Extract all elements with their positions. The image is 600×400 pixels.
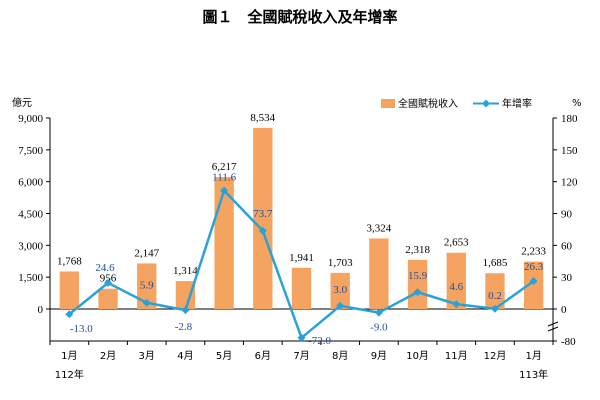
- bar-value-label: 2,318: [405, 244, 430, 256]
- legend-line-marker: [482, 99, 490, 108]
- bar-value-label: 1,941: [289, 252, 314, 264]
- bar: [137, 263, 157, 309]
- growth-rate-value-label: 4.6: [449, 281, 463, 293]
- x-category-label: 1月: [525, 350, 541, 362]
- bar: [330, 272, 350, 309]
- growth-rate-value-label: -2.8: [175, 321, 193, 333]
- bar-value-label: 2,233: [521, 246, 546, 258]
- growth-rate-marker: [104, 278, 113, 287]
- growth-rate-value-label: 73.7: [253, 208, 273, 220]
- left-tick-label: 7,500: [18, 145, 43, 157]
- x-category-label: 10月: [406, 350, 429, 362]
- growth-rate-value-label: 24.6: [95, 262, 115, 274]
- legend-line-label: 年增率: [502, 97, 532, 110]
- bar: [485, 273, 505, 309]
- chart-title: 圖１ 全國賦稅收入及年增率: [202, 8, 397, 26]
- growth-rate-value-label: -72.0: [308, 335, 331, 347]
- growth-rate-marker: [65, 310, 74, 319]
- left-tick-label: 0: [38, 304, 44, 316]
- bar: [175, 281, 196, 309]
- right-tick-label-bottom: -80: [561, 336, 576, 348]
- bar-value-label: 1,314: [173, 265, 198, 277]
- growth-rate-value-label: 5.9: [140, 280, 154, 292]
- growth-rate-value-label: 0.2: [488, 290, 502, 302]
- right-tick-label: 60: [561, 240, 573, 252]
- bar-value-label: 1,685: [483, 257, 508, 269]
- bar-value-label: 2,653: [444, 237, 469, 249]
- left-tick-label: 1,500: [18, 272, 43, 284]
- legend-bar-label: 全國賦稅收入: [398, 97, 458, 110]
- bar: [98, 288, 118, 309]
- x-category-label: 4月: [177, 350, 193, 362]
- x-category-label: 2月: [100, 350, 116, 362]
- growth-rate-marker: [529, 277, 538, 286]
- bar: [523, 261, 544, 309]
- legend: 全國賦稅收入 年增率: [381, 97, 532, 110]
- right-tick-label: 120: [561, 177, 578, 189]
- x-year-label: 112年: [55, 368, 84, 381]
- growth-rate-value-label: 26.3: [524, 261, 544, 273]
- growth-rate-marker: [181, 306, 190, 315]
- left-tick-label: 9,000: [18, 113, 43, 125]
- x-category-label: 7月: [293, 350, 309, 362]
- x-category-label: 12月: [484, 350, 507, 362]
- right-tick-label: 90: [561, 209, 573, 221]
- bar: [214, 177, 234, 309]
- growth-rate-value-label: 15.9: [408, 270, 428, 282]
- bar: [253, 127, 273, 309]
- growth-rate-marker: [374, 308, 383, 317]
- x-category-label: 11月: [445, 350, 468, 362]
- bar-value-label: 956: [100, 273, 117, 285]
- left-axis-unit: 億元: [12, 96, 32, 109]
- legend-bar-swatch: [381, 99, 395, 108]
- x-category-label: 5月: [216, 350, 232, 362]
- bar: [407, 259, 428, 309]
- bar: [59, 271, 80, 309]
- growth-rate-marker: [258, 226, 267, 235]
- right-tick-label: 150: [561, 145, 578, 157]
- bar: [291, 267, 312, 309]
- plot-area: 0 1,500 3,000 4,500 6,000 7,500 9,000 0 30 60 90 12…: [18, 112, 578, 381]
- bar-value-label: 6,217: [212, 161, 237, 173]
- x-category-label: 6月: [255, 350, 271, 362]
- right-tick-label: 180: [561, 113, 578, 125]
- growth-rate-value-label: -13.0: [70, 323, 93, 335]
- bar: [446, 252, 466, 309]
- x-category-label: 9月: [371, 350, 387, 362]
- growth-rate-marker: [452, 300, 461, 309]
- x-year-label: 113年: [519, 368, 548, 381]
- left-tick-label: 4,500: [18, 209, 43, 221]
- growth-rate-marker: [413, 288, 422, 297]
- left-tick-label: 6,000: [18, 177, 43, 189]
- axis-break-mark: [547, 326, 559, 332]
- bar: [369, 238, 389, 309]
- bar-value-label: 1,703: [328, 257, 353, 269]
- right-tick-label: 0: [561, 304, 567, 316]
- growth-rate-marker: [142, 298, 151, 307]
- bar-value-label: 3,324: [367, 222, 392, 234]
- x-category-label: 3月: [139, 350, 155, 362]
- bar-value-label: 8,534: [250, 112, 275, 124]
- axis-break-mark: [547, 321, 559, 327]
- growth-rate-marker: [490, 304, 499, 313]
- bar-value-label: 2,147: [134, 247, 159, 259]
- left-tick-label: 3,000: [18, 240, 43, 252]
- growth-rate-value-label: 111.6: [212, 172, 236, 184]
- right-tick-label: 30: [561, 272, 573, 284]
- right-axis-unit: %: [572, 98, 582, 109]
- x-category-label: 8月: [332, 350, 348, 362]
- growth-rate-marker: [220, 186, 229, 195]
- growth-rate-value-label: 3.0: [333, 284, 347, 296]
- growth-rate-marker: [297, 333, 306, 342]
- growth-rate-value-label: -9.0: [370, 322, 388, 334]
- bar-value-label: 1,768: [57, 255, 82, 267]
- x-category-label: 1月: [61, 350, 77, 362]
- growth-rate-marker: [336, 301, 345, 310]
